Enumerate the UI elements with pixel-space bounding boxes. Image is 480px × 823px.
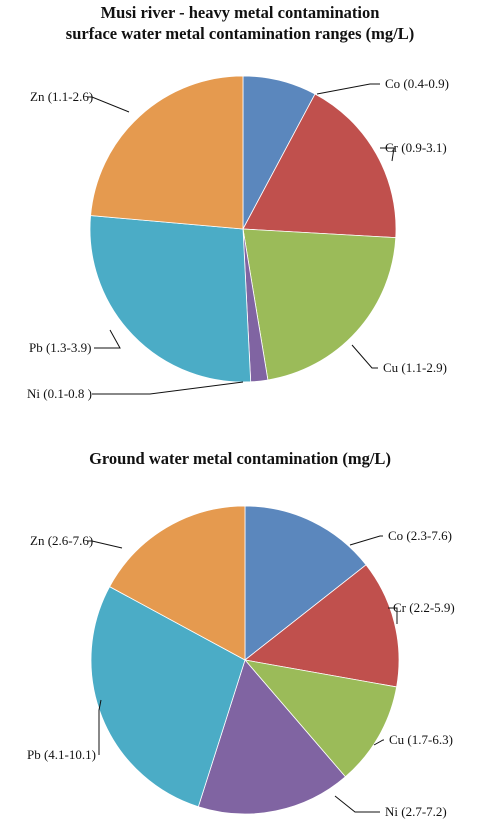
chart2-title: Ground water metal contamination (mg/L) — [89, 449, 391, 468]
pie1-slice-cr — [242, 93, 397, 239]
pie2-leader-pb — [98, 699, 102, 755]
pie2-slice-co — [244, 505, 367, 661]
chart1-title-line1: Musi river - heavy metal contamination — [100, 3, 380, 22]
pie1-label-co: Co (0.4-0.9) — [385, 76, 449, 91]
pie2-leader-cr — [388, 607, 398, 624]
pie1-label-ni: Ni (0.1-0.8 ) — [27, 386, 92, 401]
pie2-label-zn: Zn (2.6-7.6) — [30, 533, 93, 548]
pie1-label-zn: Zn (1.1-2.6) — [30, 89, 93, 104]
pie2-label-co: Co (2.3-7.6) — [388, 528, 452, 543]
pie2-slice-cr — [244, 564, 400, 688]
pie1-label-cr: Cr (0.9-3.1) — [385, 140, 447, 155]
pie2-label-ni: Ni (2.7-7.2) — [385, 804, 447, 819]
pie2-label-pb: Pb (4.1-10.1) — [27, 747, 96, 762]
pie1-slice-zn — [90, 75, 244, 230]
pie1-leader-zn — [88, 96, 130, 113]
pie2-slice-cu — [243, 659, 398, 778]
pie1-slice-pb — [89, 215, 252, 383]
pie2-label-cu: Cu (1.7-6.3) — [389, 732, 453, 747]
pie2-slice-ni — [197, 659, 346, 815]
pie2-leader-co — [349, 535, 383, 546]
pie1-slice-cu — [242, 228, 397, 381]
pie2-leader-zn — [88, 540, 123, 549]
pie1-leader-co — [316, 83, 380, 95]
pie1-label-cu: Cu (1.1-2.9) — [383, 360, 447, 375]
chart1-title-line2: surface water metal contamination ranges… — [65, 24, 415, 43]
surface-water-pie: Co (0.4-0.9) Cr (0.9-3.1) Cu (1.1-2.9) Ni (… — [27, 75, 449, 401]
pie1-leader-cr — [380, 147, 395, 162]
pie2-leader-cu — [373, 739, 384, 746]
pie2-leader-ni — [334, 795, 380, 813]
pie2-slice-zn — [109, 505, 246, 661]
ground-water-pie: Co (2.3-7.6) Cr (2.2-5.9) Cu (1.7-6.3) Ni (… — [27, 505, 455, 819]
pie1-leader-cu — [351, 344, 378, 369]
pie2-label-cr: Cr (2.2-5.9) — [393, 600, 455, 615]
pie1-leader-ni — [92, 381, 244, 395]
pie1-label-pb: Pb (1.3-3.9) — [29, 340, 91, 355]
pie1-leader-pb — [94, 329, 121, 349]
pie2-slice-pb — [90, 586, 246, 808]
